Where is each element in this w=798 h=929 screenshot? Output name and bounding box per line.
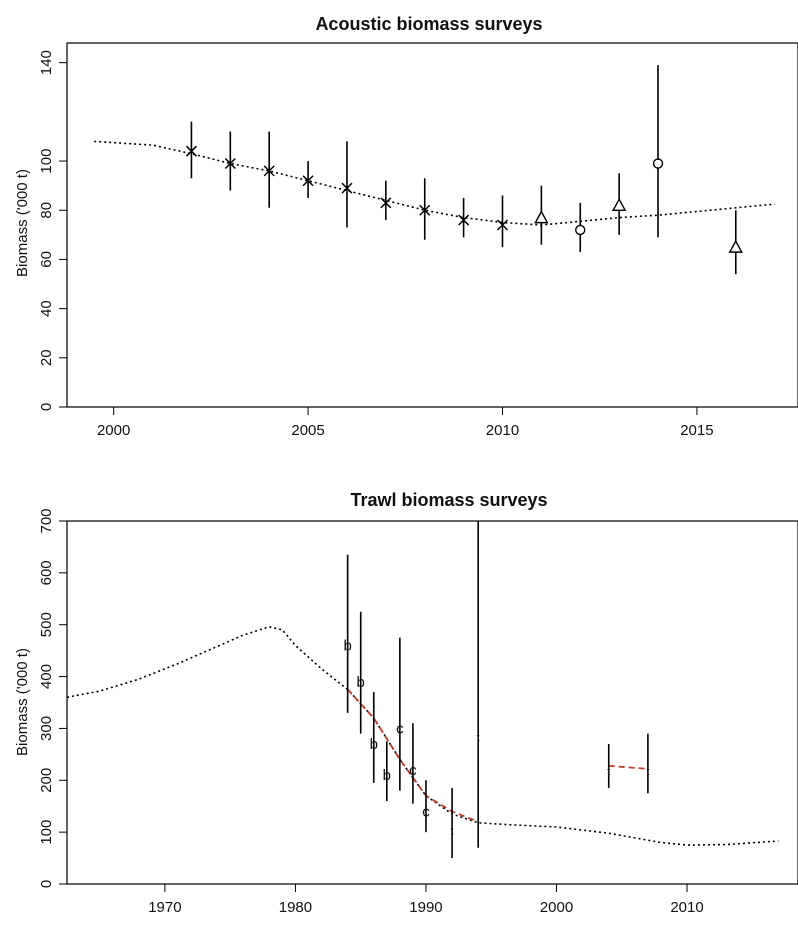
acoustic-point-cross — [341, 182, 353, 194]
acoustic-y-tick-label: 40 — [38, 300, 55, 317]
trawl-x-tick-label: 1990 — [409, 899, 442, 916]
trawl-y-tick-label: 400 — [38, 664, 55, 689]
trawl-y-tick-label: 600 — [38, 560, 55, 585]
trawl-point-label: b — [343, 637, 351, 654]
acoustic-point-cross — [302, 175, 314, 187]
trawl-fitted-segment — [608, 764, 648, 770]
trawl-y-axis-label: Biomass ('000 t) — [14, 648, 31, 756]
acoustic-point-cross — [380, 197, 392, 209]
acoustic-point-cross — [496, 219, 509, 231]
trawl-point-label: t — [607, 766, 610, 778]
acoustic-plot-area — [94, 65, 775, 275]
acoustic-y-tick-label: 140 — [38, 50, 55, 75]
acoustic-point-cross — [185, 145, 197, 157]
acoustic-y-tick-label: 60 — [38, 251, 55, 268]
cross-stroke — [302, 175, 314, 187]
cross-stroke — [380, 197, 392, 209]
cross-stroke — [341, 182, 353, 194]
acoustic-y-tick-label: 80 — [38, 202, 55, 219]
acoustic-point-circle — [575, 224, 586, 236]
acoustic-fitted-line — [94, 140, 775, 226]
trawl-x-tick-label: 1970 — [148, 899, 181, 916]
acoustic-y-tick-label: 0 — [38, 403, 55, 411]
acoustic-point-circle — [652, 158, 664, 169]
cross-stroke — [263, 165, 275, 177]
acoustic-point-cross — [263, 165, 275, 177]
cross-stroke — [224, 157, 236, 170]
trawl-point-label: c — [409, 762, 417, 779]
trawl-chart: Trawl biomass surveys Biomass ('000 t) 1… — [0, 460, 798, 924]
trawl-x-tick-label: 2000 — [540, 899, 573, 916]
trawl-y-tick-label: 0 — [38, 880, 55, 888]
acoustic-chart: Acoustic biomass surveys Biomass ('000 t… — [0, 0, 798, 450]
acoustic-x-tick-label: 2015 — [680, 422, 713, 439]
acoustic-y-tick-label: 20 — [38, 349, 55, 366]
trawl-point-label: b — [370, 736, 378, 753]
acoustic-chart-svg: Acoustic biomass surveys Biomass ('000 t… — [14, 14, 798, 439]
acoustic-y-tick-label: 100 — [38, 149, 55, 174]
trawl-y-tick-label: 500 — [38, 612, 55, 637]
acoustic-x-tick-label: 2005 — [291, 422, 324, 439]
trawl-chart-title: Trawl biomass surveys — [350, 490, 547, 510]
trawl-x-tick-label: 2010 — [670, 899, 703, 916]
trawl-point-label: t — [477, 732, 480, 744]
trawl-plot-frame — [66, 520, 798, 885]
acoustic-point-triangle — [611, 197, 627, 212]
trawl-y-tick-label: 700 — [38, 508, 55, 533]
cross-stroke — [458, 214, 470, 226]
acoustic-point-triangle — [534, 210, 549, 224]
acoustic-x-tick-label: 2010 — [486, 422, 519, 439]
trawl-point-label: b — [383, 767, 391, 784]
trawl-y-tick-label: 100 — [38, 820, 55, 845]
trawl-point-label: b — [357, 674, 365, 691]
acoustic-plot-frame — [66, 42, 798, 408]
cross-stroke — [185, 145, 197, 157]
acoustic-point-triangle — [728, 239, 743, 253]
acoustic-point-cross — [419, 204, 431, 216]
acoustic-chart-title: Acoustic biomass surveys — [315, 14, 542, 34]
acoustic-x-tick-label: 2000 — [97, 422, 130, 439]
cross-stroke — [496, 219, 509, 231]
acoustic-y-axis-label: Biomass ('000 t) — [14, 169, 31, 277]
acoustic-point-cross — [224, 157, 236, 170]
trawl-point-label: c — [396, 720, 404, 737]
trawl-point-label: t — [646, 766, 649, 778]
trawl-y-tick-label: 300 — [38, 716, 55, 741]
trawl-chart-svg: Trawl biomass surveys Biomass ('000 t) 1… — [14, 490, 798, 916]
cross-stroke — [419, 204, 431, 216]
trawl-point-label: c — [422, 803, 430, 820]
trawl-x-tick-label: 1980 — [279, 899, 312, 916]
trawl-point-label: t — [451, 826, 454, 838]
trawl-y-tick-label: 200 — [38, 768, 55, 793]
acoustic-point-cross — [458, 214, 470, 226]
